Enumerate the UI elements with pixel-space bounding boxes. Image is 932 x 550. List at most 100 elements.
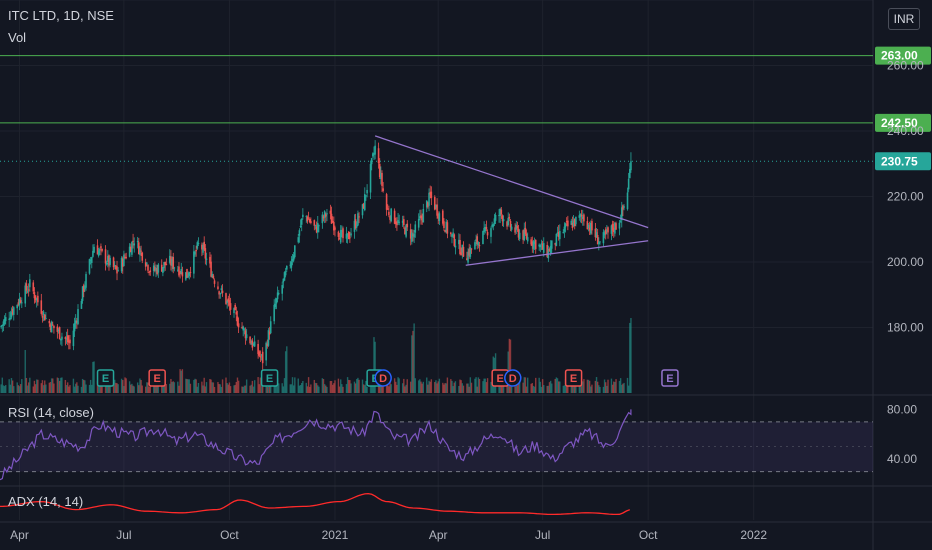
candle-body (589, 222, 592, 234)
volume-bar (140, 379, 142, 393)
candle-body (555, 233, 558, 246)
candle-body (132, 240, 134, 243)
volume-bar (323, 384, 326, 393)
candle-body (50, 321, 53, 333)
candle-body (412, 234, 414, 236)
candle-body (532, 241, 535, 249)
volume-bar (333, 383, 335, 393)
volume-bar (148, 386, 150, 393)
volume-bar (33, 380, 36, 393)
adx-line (0, 492, 631, 516)
candle-body (437, 213, 440, 219)
candle-body (108, 255, 110, 266)
candle-body (157, 264, 160, 273)
candle-body (483, 227, 485, 233)
volume-bar (591, 384, 593, 393)
volume-bar (123, 386, 125, 393)
candle-body (235, 311, 238, 315)
candle-body (172, 256, 175, 269)
volume-bar (219, 384, 221, 393)
volume-bar (58, 380, 61, 393)
candle-body (427, 202, 429, 207)
volume-bar (462, 385, 465, 393)
currency-badge[interactable]: INR (888, 8, 920, 30)
candle-body (9, 317, 12, 320)
candle-body (29, 279, 31, 288)
level-label: 263.00 (881, 49, 918, 63)
candle-body (273, 304, 275, 322)
candle-body (354, 219, 357, 229)
volume-bar (570, 385, 572, 393)
volume-bar (532, 385, 535, 393)
volume-bar (626, 377, 629, 393)
candle-body (559, 231, 561, 240)
volume-bar (354, 383, 357, 393)
candle-body (35, 298, 38, 301)
volume-bar (101, 382, 103, 393)
volume-bar (442, 382, 444, 393)
candle-body (37, 295, 39, 303)
candle-body (93, 246, 95, 253)
candle-body (68, 340, 70, 343)
candle-body (257, 343, 259, 355)
trendline (465, 240, 649, 266)
volume-bar (220, 386, 223, 393)
time-tick-label: Apr (10, 528, 29, 542)
volume-bar (563, 385, 566, 393)
volume-bar (11, 380, 14, 393)
volume-bar (32, 386, 34, 393)
candle-body (381, 172, 383, 186)
time-tick-label: Jul (535, 528, 550, 542)
volume-bar (491, 385, 493, 393)
volume-bar (83, 379, 85, 393)
candle-body (163, 262, 165, 269)
candle-body (225, 293, 227, 304)
candle-body (451, 234, 453, 237)
candle-body (353, 220, 356, 232)
candle-body (339, 229, 342, 243)
candle-body (498, 215, 500, 217)
candle-body (299, 225, 302, 228)
candle-body (117, 270, 119, 272)
volume-bar (91, 384, 93, 393)
candle-body (10, 312, 13, 318)
adx-label: ADX (14, 14) (8, 494, 84, 509)
volume-bar (444, 383, 446, 393)
volume-bar (404, 386, 406, 393)
candle-body (82, 285, 85, 292)
candle-body (525, 233, 528, 239)
candle-body (419, 216, 421, 219)
candle-body (181, 272, 184, 277)
candle-body (179, 272, 181, 274)
volume-bar (482, 381, 484, 393)
volume-bar (486, 378, 489, 393)
candle-body (411, 232, 413, 242)
candle-body (42, 311, 45, 316)
volume-bar (250, 384, 252, 393)
volume-bar (61, 377, 63, 393)
candle-body (563, 226, 566, 232)
volume-bar (460, 380, 462, 393)
candle-body (450, 232, 452, 235)
candle-body (517, 228, 520, 238)
volume-bar (362, 384, 365, 393)
volume-bar (218, 383, 220, 393)
candle-body (404, 227, 406, 235)
candle-body (140, 250, 142, 252)
candle-body (196, 242, 199, 249)
candle-body (485, 227, 488, 230)
candle-body (164, 261, 166, 266)
candle-body (48, 320, 51, 324)
trendline (374, 135, 649, 229)
candle-body (294, 245, 296, 258)
volume-bar (559, 381, 561, 393)
candle-body (265, 342, 267, 361)
volume-bar (551, 383, 553, 393)
candle-body (506, 221, 508, 227)
volume-bar (485, 382, 488, 393)
volume-bar (1, 377, 3, 393)
candle-body (314, 224, 317, 226)
candle-body (628, 168, 631, 179)
volume-bar (606, 385, 608, 393)
